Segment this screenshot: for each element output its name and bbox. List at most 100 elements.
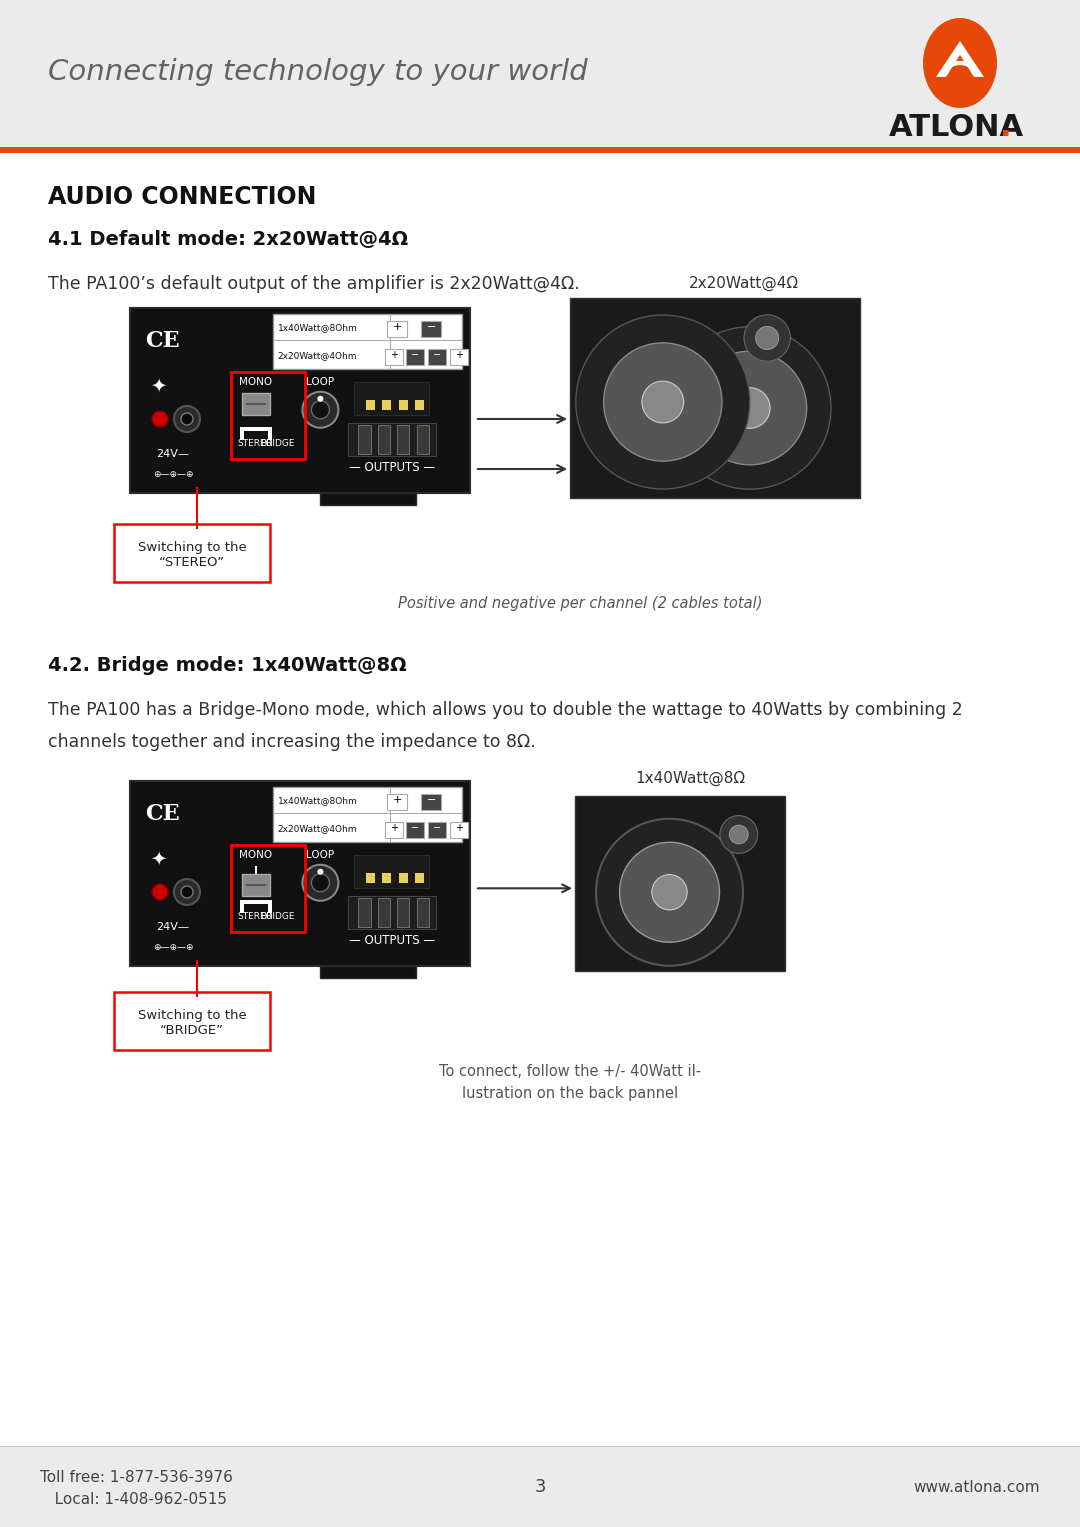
Circle shape	[181, 886, 193, 898]
Circle shape	[302, 392, 338, 428]
Text: ATLONA: ATLONA	[889, 113, 1024, 142]
Bar	[417, 898, 429, 927]
Circle shape	[652, 875, 687, 910]
Circle shape	[693, 351, 807, 464]
Bar	[246, 403, 266, 405]
Circle shape	[596, 818, 743, 965]
Text: 4.2. Bridge mode: 1x40Watt@8Ω: 4.2. Bridge mode: 1x40Watt@8Ω	[48, 657, 407, 675]
Circle shape	[181, 412, 193, 425]
Bar	[354, 382, 429, 415]
Text: AUDIO CONNECTION: AUDIO CONNECTION	[48, 185, 316, 209]
Bar	[382, 400, 391, 411]
Text: 2x20Watt@4Ohm: 2x20Watt@4Ohm	[278, 351, 357, 360]
Bar	[240, 428, 272, 432]
Bar	[388, 321, 407, 337]
Bar	[397, 425, 409, 454]
Bar	[366, 400, 375, 411]
Text: LOOP: LOOP	[307, 851, 335, 860]
Bar	[421, 321, 442, 337]
Circle shape	[720, 815, 758, 854]
Bar	[421, 794, 442, 809]
Circle shape	[604, 344, 721, 461]
Text: “STEREO”: “STEREO”	[159, 556, 225, 570]
Bar	[240, 904, 244, 913]
Ellipse shape	[923, 18, 997, 108]
Bar	[0, 0, 1080, 147]
Bar	[255, 392, 257, 415]
Text: −: −	[433, 823, 441, 834]
Bar	[130, 780, 470, 967]
Bar	[397, 898, 409, 927]
Bar	[378, 425, 390, 454]
Circle shape	[744, 315, 791, 362]
FancyBboxPatch shape	[114, 993, 270, 1051]
Bar	[570, 298, 860, 498]
Circle shape	[311, 873, 329, 892]
Bar	[415, 400, 424, 411]
Text: 1x40Watt@8Ohm: 1x40Watt@8Ohm	[278, 796, 357, 805]
Bar	[0, 147, 1080, 153]
Bar	[415, 873, 424, 883]
Text: +: +	[393, 322, 402, 333]
Text: −: −	[433, 350, 441, 360]
Text: +: +	[390, 350, 397, 360]
Text: MONO: MONO	[240, 851, 272, 860]
Text: 2x20Watt@4Ohm: 2x20Watt@4Ohm	[278, 823, 357, 832]
Text: CE: CE	[145, 330, 179, 353]
Text: 3: 3	[535, 1478, 545, 1496]
Circle shape	[642, 382, 684, 423]
Text: BRIDGE: BRIDGE	[260, 438, 294, 447]
Bar	[255, 866, 257, 889]
Text: .: .	[1000, 113, 1012, 142]
Text: −: −	[427, 796, 436, 805]
Bar	[384, 348, 403, 365]
Text: −: −	[427, 322, 436, 333]
Circle shape	[311, 400, 329, 418]
Bar	[449, 348, 468, 365]
Text: Local: 1-408-962-0515: Local: 1-408-962-0515	[40, 1492, 227, 1507]
Bar	[359, 425, 370, 454]
Bar	[130, 308, 470, 493]
Bar	[449, 822, 468, 838]
Bar	[428, 348, 446, 365]
Circle shape	[756, 327, 779, 350]
Circle shape	[152, 411, 168, 428]
Bar	[359, 898, 370, 927]
Text: www.atlona.com: www.atlona.com	[914, 1480, 1040, 1495]
Bar	[273, 313, 461, 370]
Text: 1x40Watt@8Ohm: 1x40Watt@8Ohm	[278, 322, 357, 331]
Text: channels together and increasing the impedance to 8Ω.: channels together and increasing the imp…	[48, 733, 536, 751]
Text: The PA100 has a Bridge-Mono mode, which allows you to double the wattage to 40Wa: The PA100 has a Bridge-Mono mode, which …	[48, 701, 962, 719]
Circle shape	[729, 825, 748, 844]
Text: +: +	[455, 823, 462, 834]
Text: −: −	[411, 823, 419, 834]
Circle shape	[302, 864, 338, 901]
Text: ✦: ✦	[150, 849, 166, 869]
Bar	[348, 423, 436, 457]
Bar	[384, 822, 403, 838]
Text: MONO: MONO	[240, 377, 272, 386]
Bar	[406, 348, 424, 365]
Bar	[399, 873, 407, 883]
Text: LOOP: LOOP	[307, 377, 335, 386]
Circle shape	[576, 315, 750, 489]
Bar	[321, 967, 416, 977]
Text: Switching to the: Switching to the	[137, 1008, 246, 1022]
FancyBboxPatch shape	[114, 524, 270, 582]
Bar	[242, 873, 270, 895]
Bar	[382, 873, 391, 883]
Circle shape	[669, 327, 831, 489]
Bar	[348, 896, 436, 928]
Bar	[354, 855, 429, 889]
Text: “BRIDGE”: “BRIDGE”	[160, 1025, 224, 1037]
Bar	[321, 493, 416, 505]
Circle shape	[174, 406, 200, 432]
Bar	[268, 431, 272, 440]
Text: Positive and negative per channel (2 cables total): Positive and negative per channel (2 cab…	[397, 596, 762, 611]
Bar	[388, 794, 407, 809]
Bar	[428, 822, 446, 838]
Text: lustration on the back pannel: lustration on the back pannel	[462, 1086, 678, 1101]
Circle shape	[318, 395, 323, 402]
Text: 24V—: 24V—	[157, 449, 189, 460]
Text: The PA100’s default output of the amplifier is 2x20Watt@4Ω.: The PA100’s default output of the amplif…	[48, 275, 580, 293]
